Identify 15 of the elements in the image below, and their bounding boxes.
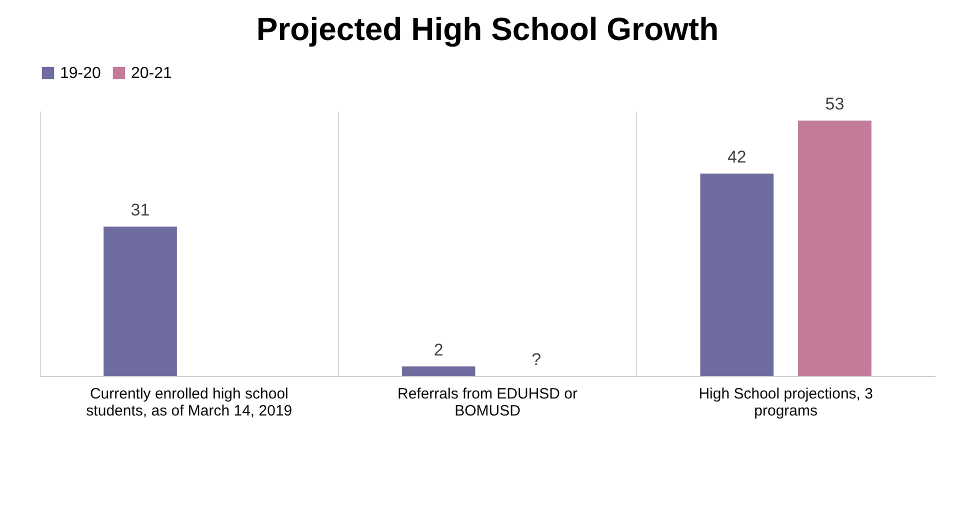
data-label: 53 xyxy=(825,94,844,114)
legend-label: 20-21 xyxy=(131,65,172,82)
legend-label: 19-20 xyxy=(60,65,102,82)
x-tick-label: Currently enrolled high school students, as of March 14, 2019 xyxy=(86,386,292,420)
chart-title: Projected High School Growth xyxy=(256,11,719,47)
x-tick-label: High School projections, 3 programs xyxy=(698,386,873,420)
text: ? xyxy=(532,350,542,369)
x-tick-label: Referrals from EDUHSD or BOMUSD xyxy=(397,386,578,420)
bar xyxy=(104,226,177,376)
bar xyxy=(402,366,476,376)
data-label: 2 xyxy=(434,340,444,360)
bar xyxy=(700,174,774,376)
bar xyxy=(798,120,872,376)
data-label: 31 xyxy=(130,200,150,220)
data-label: 42 xyxy=(727,148,746,167)
